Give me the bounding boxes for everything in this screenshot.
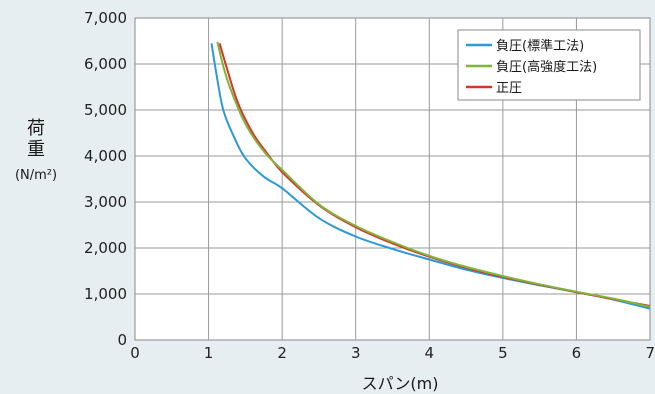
x-tick-label: 2 — [277, 344, 287, 362]
x-tick-labels: 0 1 2 3 4 5 6 7 — [130, 344, 655, 362]
x-tick-label: 1 — [204, 344, 214, 362]
legend: 負圧(標準工法) 負圧(高強度工法) 正圧 — [457, 29, 641, 101]
series-line — [216, 41, 651, 308]
y-tick-label: 7,000 — [84, 9, 127, 27]
y-tick-label: 6,000 — [84, 55, 127, 73]
x-axis-label: スパン(m) — [361, 374, 439, 393]
x-tick-label: 7 — [645, 344, 655, 362]
y-tick-label: 1,000 — [84, 285, 127, 303]
y-axis-label-char-1: 荷 — [27, 118, 45, 139]
x-tick-label: 5 — [498, 344, 508, 362]
y-axis-label-char-2: 重 — [27, 139, 45, 160]
y-tick-label: 2,000 — [84, 239, 127, 257]
legend-label: 正圧 — [496, 81, 522, 96]
x-tick-label: 3 — [351, 344, 361, 362]
y-tick-labels: 0 1,000 2,000 3,000 4,000 5,000 6,000 7,000 — [84, 9, 127, 349]
x-tick-label: 6 — [572, 344, 582, 362]
y-tick-label: 5,000 — [84, 101, 127, 119]
y-axis-label: 荷 重 (N/m²) — [6, 118, 66, 186]
series-lines — [210, 41, 651, 310]
y-axis-unit: (N/m²) — [14, 168, 58, 183]
x-tick-label: 4 — [425, 344, 435, 362]
x-tick-label: 0 — [130, 344, 140, 362]
y-tick-label: 4,000 — [84, 147, 127, 165]
legend-label: 負圧(高強度工法) — [496, 59, 597, 75]
y-tick-label: 3,000 — [84, 193, 127, 211]
y-tick-label: 0 — [117, 331, 127, 349]
legend-label: 負圧(標準工法) — [496, 38, 584, 54]
